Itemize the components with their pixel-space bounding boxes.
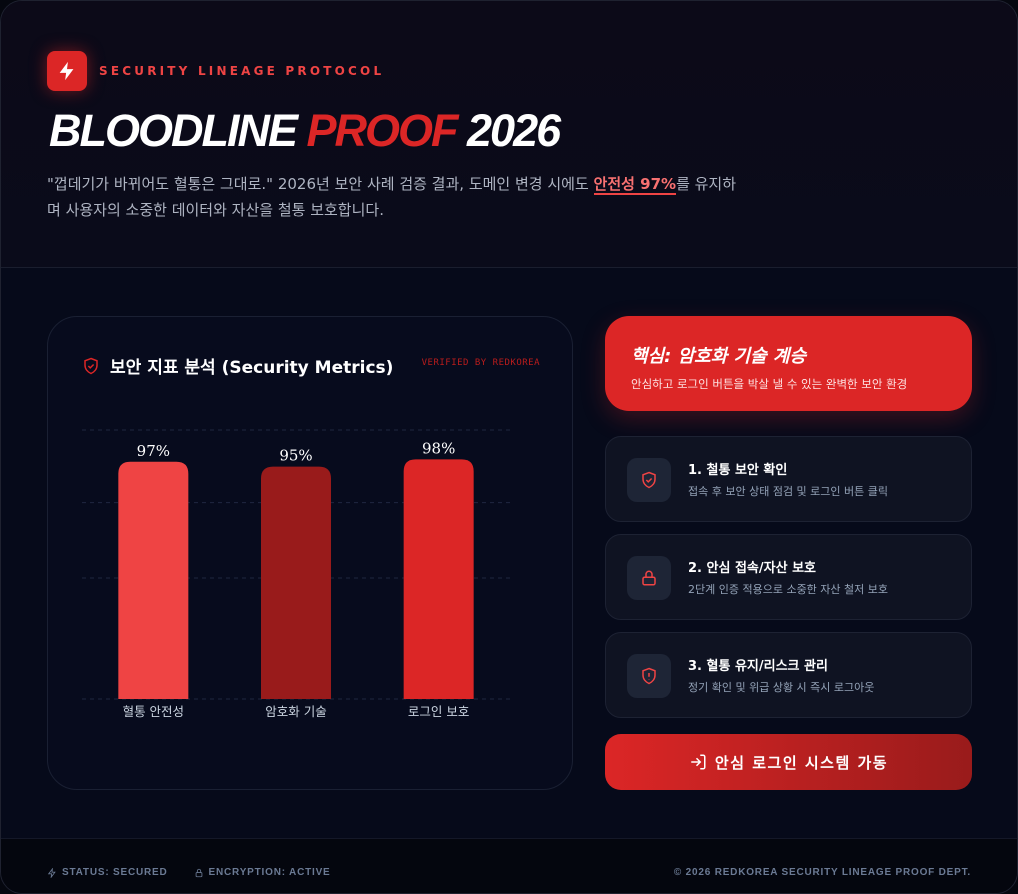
header: SECURITY LINEAGE PROTOCOL BLOODLINE PROO… bbox=[1, 1, 1017, 268]
verified-badge: VERIFIED BY REDKOREA bbox=[421, 358, 540, 368]
bar-value-label: 97% bbox=[137, 442, 170, 460]
bar bbox=[118, 461, 189, 699]
title-accent: PROOF bbox=[306, 105, 459, 156]
subtitle-text: 를 유지하며 사용자의 소중한 데이터와 자산을 철통 보호합니다. bbox=[47, 175, 737, 219]
category-label: 혈통 안전성 bbox=[123, 704, 184, 719]
subtitle-highlight: 안전성 97% bbox=[593, 175, 677, 195]
step-icon-box bbox=[627, 556, 671, 600]
kicker: SECURITY LINEAGE PROTOCOL bbox=[99, 64, 385, 78]
bar bbox=[261, 466, 331, 699]
hero-title: 핵심: 암호화 기술 계승 bbox=[631, 346, 807, 367]
bar-value-label: 98% bbox=[422, 439, 455, 457]
hero-card: 핵심: 암호화 기술 계승 안심하고 로그인 버튼을 박살 낼 수 있는 완벽한… bbox=[605, 316, 972, 411]
title-part: BLOODLINE bbox=[49, 105, 307, 156]
encryption-text: ENCRYPTION: ACTIVE bbox=[208, 867, 331, 878]
metrics-title: 보안 지표 분석 (Security Metrics) bbox=[82, 353, 393, 378]
footer: STATUS: SECURED ENCRYPTION: ACTIVE © 202… bbox=[1, 838, 1017, 893]
secure-login-button[interactable]: 안심 로그인 시스템 가동 bbox=[605, 734, 972, 790]
step-desc: 2단계 인증 적용으로 소중한 자산 철저 보호 bbox=[688, 583, 889, 596]
hero-desc: 안심하고 로그인 버튼을 박살 낼 수 있는 완벽한 보안 환경 bbox=[631, 377, 908, 391]
login-icon bbox=[691, 754, 706, 770]
page-title: BLOODLINE PROOF 2026 bbox=[49, 105, 561, 157]
title-part: 2026 bbox=[456, 105, 561, 156]
status-indicator: STATUS: SECURED bbox=[47, 867, 168, 878]
status-text: STATUS: SECURED bbox=[62, 867, 168, 878]
shield-check-icon bbox=[84, 357, 98, 374]
lightning-bolt-icon bbox=[47, 867, 56, 878]
step-card-1: 1. 철통 보안 확인 접속 후 보안 상태 점검 및 로그인 버튼 클릭 bbox=[605, 436, 972, 522]
category-label: 암호화 기술 bbox=[265, 704, 326, 719]
category-label: 로그인 보호 bbox=[408, 704, 469, 719]
encryption-indicator: ENCRYPTION: ACTIVE bbox=[194, 867, 331, 878]
metrics-card: 97% 혈통 안전성 95% 암호화 기술 98% 로그인 보호 보안 지표 분석 (Se… bbox=[47, 316, 573, 790]
bar bbox=[403, 459, 474, 699]
bar-value-label: 95% bbox=[279, 447, 312, 465]
step-card-3: 3. 혈통 유지/리스크 관리 정기 확인 및 위급 상황 시 즉시 로그아웃 bbox=[605, 632, 972, 718]
step-title: 3. 혈통 유지/리스크 관리 bbox=[688, 659, 828, 674]
lock-icon bbox=[642, 570, 656, 586]
cta-label: 안심 로그인 시스템 가동 bbox=[714, 753, 889, 772]
lightning-bolt-icon bbox=[59, 61, 74, 81]
bar-chart: 97% 혈통 안전성 95% 암호화 기술 98% 로그인 보호 bbox=[82, 429, 510, 719]
step-icon-box bbox=[627, 458, 671, 502]
step-title: 1. 철통 보안 확인 bbox=[688, 463, 788, 478]
shield-alert-icon bbox=[642, 667, 656, 685]
subtitle-text: "껍데기가 바뀌어도 혈통은 그대로." 2026년 보안 사례 검증 결과, … bbox=[47, 175, 594, 193]
step-card-2: 2. 안심 접속/자산 보호 2단계 인증 적용으로 소중한 자산 철저 보호 bbox=[605, 534, 972, 620]
subtitle: "껍데기가 바뀌어도 혈통은 그대로." 2026년 보안 사례 검증 결과, … bbox=[47, 171, 747, 223]
copyright: © 2026 REDKOREA SECURITY LINEAGE PROOF D… bbox=[673, 867, 971, 878]
logo bbox=[47, 51, 87, 91]
lock-icon bbox=[195, 868, 202, 877]
step-title: 2. 안심 접속/자산 보호 bbox=[688, 561, 816, 576]
step-icon-box bbox=[627, 654, 671, 698]
step-desc: 접속 후 보안 상태 점검 및 로그인 버튼 클릭 bbox=[688, 485, 889, 498]
metrics-title-text: 보안 지표 분석 (Security Metrics) bbox=[110, 358, 394, 378]
shield-check-icon bbox=[642, 471, 656, 489]
step-desc: 정기 확인 및 위급 상황 시 즉시 로그아웃 bbox=[688, 681, 875, 694]
